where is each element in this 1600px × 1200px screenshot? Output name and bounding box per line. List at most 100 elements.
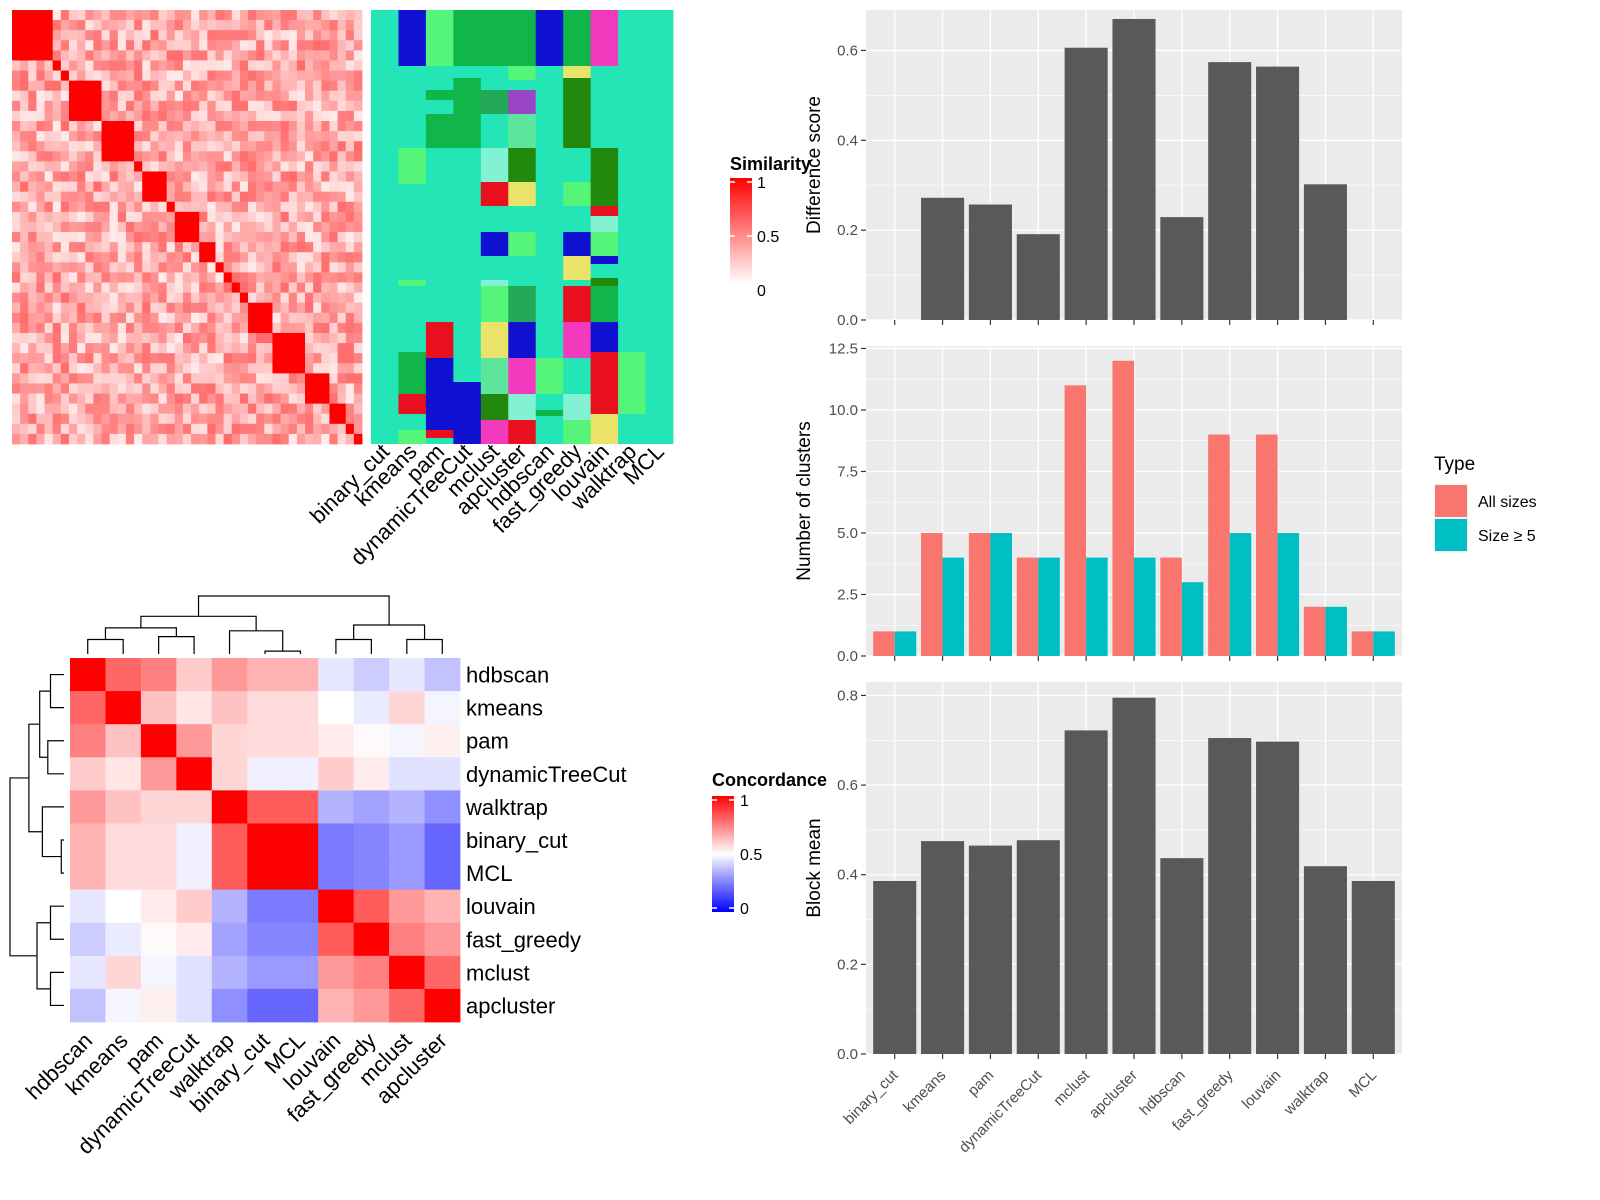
concordance-cell — [70, 691, 106, 725]
similarity-cell — [191, 181, 200, 193]
similarity-cell — [296, 20, 306, 31]
similarity-cell — [134, 282, 143, 294]
similarity-cell — [117, 322, 127, 334]
membership-segment — [453, 78, 482, 114]
similarity-cell — [93, 121, 102, 132]
similarity-cell — [150, 141, 159, 152]
similarity-cell — [12, 131, 21, 142]
similarity-cell — [288, 403, 298, 415]
similarity-cell — [36, 211, 45, 223]
similarity-cell — [353, 221, 363, 233]
similarity-cell — [36, 312, 45, 324]
similarity-cell — [231, 191, 241, 203]
similarity-cell — [85, 151, 94, 162]
similarity-cell — [77, 161, 86, 172]
similarity-cell — [117, 171, 127, 182]
similarity-cell — [305, 121, 314, 132]
membership-segment — [398, 394, 427, 414]
concordance-cell — [105, 922, 142, 957]
similarity-cell — [329, 211, 338, 223]
similarity-cell — [231, 292, 241, 304]
similarity-cell — [109, 302, 119, 314]
similarity-cell — [264, 181, 273, 193]
similarity-cell — [93, 363, 102, 374]
similarity-cell — [296, 141, 306, 152]
similarity-cell — [101, 10, 111, 21]
similarity-cell — [264, 322, 273, 334]
similarity-cell — [60, 70, 70, 82]
similarity-cell — [199, 100, 208, 112]
similarity-cell — [231, 50, 241, 61]
similarity-cell — [321, 312, 330, 324]
similarity-cell — [288, 201, 298, 213]
similarity-cell — [174, 242, 184, 253]
similarity-cell — [60, 393, 70, 405]
similarity-cell — [264, 393, 273, 405]
similarity-cell — [28, 221, 37, 233]
similarity-cell — [134, 312, 143, 324]
concordance-cell — [247, 724, 284, 758]
similarity-cell — [264, 363, 273, 374]
similarity-cell — [305, 423, 314, 435]
similarity-cell — [134, 201, 143, 213]
similarity-cell — [85, 343, 94, 354]
similarity-cell — [248, 151, 257, 162]
similarity-cell — [329, 80, 338, 92]
bar — [1160, 217, 1204, 320]
similarity-cell — [68, 272, 78, 283]
similarity-cell — [239, 353, 249, 364]
concordance-cell — [247, 856, 284, 891]
similarity-cell — [305, 131, 314, 142]
membership-segment — [508, 182, 537, 206]
similarity-cell — [85, 211, 94, 223]
similarity-cell — [207, 292, 216, 304]
similarity-cell — [85, 171, 94, 182]
similarity-cell — [296, 262, 306, 273]
concordance-cell — [211, 988, 248, 1023]
similarity-cell — [223, 433, 233, 445]
similarity-cell — [199, 50, 208, 61]
similarity-cell — [191, 242, 200, 253]
similarity-cell — [305, 332, 314, 344]
similarity-cell — [256, 10, 265, 21]
similarity-cell — [150, 100, 159, 112]
similarity-cell — [134, 302, 143, 314]
similarity-cell — [36, 181, 45, 193]
similarity-cell — [85, 403, 94, 415]
similarity-cell — [288, 211, 298, 223]
similarity-cell — [109, 363, 119, 374]
similarity-cell — [77, 30, 86, 41]
similarity-cell — [150, 433, 159, 445]
similarity-cell — [166, 50, 176, 61]
concordance-cell — [211, 790, 248, 824]
similarity-cell — [313, 363, 322, 374]
similarity-cell — [20, 433, 29, 445]
similarity-cell — [182, 242, 192, 253]
similarity-cell — [248, 433, 257, 445]
similarity-cell — [44, 211, 54, 223]
concordance-cell — [211, 658, 248, 692]
similarity-cell — [77, 393, 86, 405]
bar — [1016, 840, 1060, 1054]
similarity-cell — [199, 252, 208, 263]
similarity-cell — [288, 90, 298, 102]
column-dendrogram-branch — [335, 638, 372, 654]
similarity-cell — [60, 30, 70, 41]
similarity-cell — [52, 413, 62, 425]
similarity-cell — [248, 70, 257, 82]
similarity-cell — [207, 353, 216, 364]
concordance-cell — [247, 823, 284, 857]
similarity-cell — [52, 211, 62, 223]
similarity-cell — [52, 141, 62, 152]
similarity-cell — [125, 343, 135, 354]
similarity-cell — [125, 60, 135, 71]
similarity-cell — [85, 413, 94, 425]
similarity-cell — [28, 131, 37, 142]
similarity-cell — [142, 161, 151, 172]
similarity-cell — [272, 292, 282, 304]
similarity-cell — [215, 312, 225, 324]
similarity-cell — [191, 191, 200, 203]
similarity-cell — [166, 211, 176, 223]
similarity-cell — [12, 292, 21, 304]
similarity-cell — [77, 312, 86, 324]
